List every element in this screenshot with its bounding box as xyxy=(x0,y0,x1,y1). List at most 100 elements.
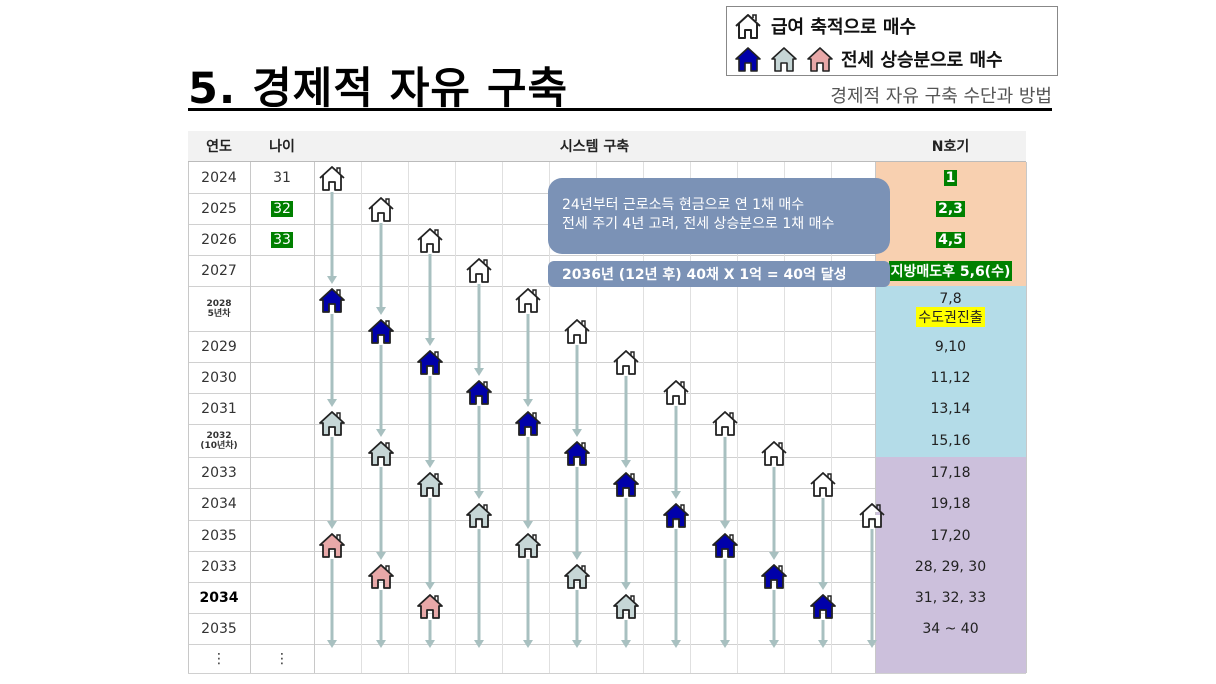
house-gray-icon xyxy=(771,47,797,72)
flow-arrowhead xyxy=(523,399,533,407)
house-gray-icon xyxy=(466,503,492,528)
flow-arrowhead xyxy=(327,399,337,407)
header-age: 나이 xyxy=(250,131,314,162)
system-table: 연도 나이 시스템 구축 N호기 1 2024 31 2,3 2025 32 4,5 2026… xyxy=(188,131,1027,674)
column-divider xyxy=(831,162,832,673)
house-blue-icon xyxy=(663,503,689,528)
age-value: 32 xyxy=(271,200,293,217)
year-cell: 2030 xyxy=(201,369,237,386)
house-gray-icon xyxy=(613,594,639,619)
row-divider xyxy=(188,644,1026,645)
n-cell: 28, 29, 30 xyxy=(875,551,1026,582)
n-cell xyxy=(875,644,1026,673)
year-cell: 2034 xyxy=(199,589,239,606)
n-value: 7,8 xyxy=(939,290,962,307)
n-cell: 17,18 xyxy=(875,457,1026,488)
n-value: 15,16 xyxy=(930,432,971,449)
house-white-icon xyxy=(466,258,492,283)
n-value: 11,12 xyxy=(930,369,971,386)
n-cell: 9,10 xyxy=(875,331,1026,362)
row-divider xyxy=(188,331,1026,332)
flow-arrowhead xyxy=(572,429,582,437)
house-white-icon xyxy=(810,472,836,497)
callout-result: 2036년 (12년 후) 40채 X 1억 = 40억 달성 xyxy=(548,261,890,287)
legend-jeonse-label: 전세 상승분으로 매수 xyxy=(841,50,1003,71)
house-white-icon xyxy=(859,503,885,528)
house-blue-icon xyxy=(417,350,443,375)
house-blue-icon xyxy=(368,319,394,344)
flow-arrowhead xyxy=(769,552,779,560)
house-pink-icon xyxy=(368,564,394,589)
house-white-icon xyxy=(515,288,541,313)
flow-arrowhead xyxy=(818,640,828,648)
house-blue-icon xyxy=(613,472,639,497)
flow-arrowhead xyxy=(867,640,877,648)
flow-arrowhead xyxy=(720,640,730,648)
n-cell: 11,12 xyxy=(875,362,1026,393)
n-cell: 1 xyxy=(875,162,1026,193)
house-pink-icon xyxy=(417,594,443,619)
flow-arrowhead xyxy=(425,582,435,590)
flow-arrowhead xyxy=(376,552,386,560)
year-note: 5년차 xyxy=(207,308,231,319)
flow-arrowhead xyxy=(523,521,533,529)
n-cell: 4,5 xyxy=(875,224,1026,255)
row-divider xyxy=(188,457,1026,458)
house-blue-icon xyxy=(515,411,541,436)
year-value: 2028 xyxy=(206,298,232,309)
flow-arrowhead xyxy=(769,640,779,648)
house-white-icon xyxy=(417,228,443,253)
flow-arrowhead xyxy=(621,460,631,468)
year-cell: 2033 xyxy=(201,464,237,481)
column-divider xyxy=(549,162,550,673)
row-divider xyxy=(188,551,1026,552)
row-divider xyxy=(188,613,1026,614)
year-cell: 2035 xyxy=(201,620,237,637)
house-gray-icon xyxy=(515,533,541,558)
column-divider xyxy=(643,162,644,673)
year-cell: ⋮ xyxy=(212,650,226,667)
page-title: 5. 경제적 자유 구축 xyxy=(188,64,569,114)
year-note: (10년차) xyxy=(200,440,238,451)
title-underline xyxy=(188,108,1052,111)
age-cell: 33 xyxy=(250,224,314,255)
column-divider xyxy=(596,162,597,673)
header-system: 시스템 구축 xyxy=(314,131,875,162)
house-white-icon xyxy=(368,197,394,222)
callout-line-2: 전세 주기 4년 고려, 전세 상승분으로 1채 매수 xyxy=(562,216,835,232)
n-value: 지방매도후 5,6(수) xyxy=(888,260,1013,281)
legend-row-salary: 급여 축적으로 매수 xyxy=(733,10,916,42)
flow-arrowhead xyxy=(376,429,386,437)
column-divider xyxy=(188,162,189,673)
column-divider xyxy=(408,162,409,673)
header-n: N호기 xyxy=(875,131,1026,162)
n-value: 4,5 xyxy=(936,231,965,248)
column-divider xyxy=(314,162,315,673)
house-pink-icon xyxy=(807,47,833,72)
legend-salary-label: 급여 축적으로 매수 xyxy=(771,17,917,38)
n-cell: 13,14 xyxy=(875,393,1026,424)
age-cell: 31 xyxy=(250,162,314,193)
legend-box: 급여 축적으로 매수 전세 상승분으로 매수 xyxy=(726,6,1058,76)
n-value: 1 xyxy=(943,169,958,186)
flow-arrowhead xyxy=(327,640,337,648)
callout-strategy: 24년부터 근로소득 현금으로 연 1채 매수 전세 주기 4년 고려, 전세 … xyxy=(548,178,890,254)
flow-arrowhead xyxy=(720,521,730,529)
flow-arrowhead xyxy=(327,276,337,284)
house-blue-icon xyxy=(319,288,345,313)
n-value: 34 ~ 40 xyxy=(922,620,979,637)
flow-arrowhead xyxy=(621,582,631,590)
flow-arrowhead xyxy=(671,491,681,499)
house-gray-icon xyxy=(368,441,394,466)
year-cell: 2033 xyxy=(201,558,237,575)
house-gray-icon xyxy=(319,411,345,436)
house-white-icon xyxy=(613,350,639,375)
house-blue-icon xyxy=(712,533,738,558)
house-white-icon xyxy=(564,319,590,344)
age-value: 31 xyxy=(273,169,291,186)
house-blue-icon xyxy=(810,594,836,619)
age-value: ⋮ xyxy=(275,650,289,667)
house-blue-icon xyxy=(761,564,787,589)
house-pink-icon xyxy=(319,533,345,558)
n-cell: 31, 32, 33 xyxy=(875,582,1026,613)
